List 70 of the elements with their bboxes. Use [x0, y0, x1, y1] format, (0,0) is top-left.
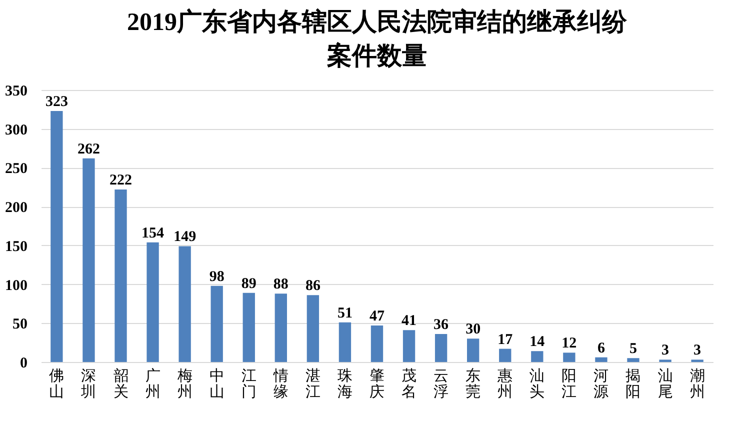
- x-tick-label: 潮州: [690, 368, 705, 400]
- x-tick-label: 茂名: [402, 368, 417, 400]
- y-tick-label: 350: [5, 84, 28, 100]
- bar: [82, 158, 95, 362]
- bar: [210, 286, 223, 362]
- bar: [178, 246, 191, 362]
- y-tick-label: 0: [20, 356, 28, 372]
- bar: [242, 292, 255, 362]
- data-label: 36: [434, 317, 450, 334]
- bar: [627, 358, 640, 362]
- data-label: 3: [694, 342, 702, 359]
- data-label: 88: [273, 276, 288, 293]
- data-label: 3: [662, 342, 670, 359]
- x-tick-label: 惠州: [496, 368, 513, 400]
- data-label: 262: [77, 141, 100, 158]
- x-tick-label: 湛江: [305, 368, 320, 400]
- y-tick-label: 100: [5, 278, 28, 294]
- data-label: 149: [174, 229, 196, 246]
- bar: [274, 294, 287, 362]
- x-tick-label: 江门: [241, 368, 256, 400]
- x-tick-label: 中山: [209, 368, 224, 400]
- data-label: 14: [530, 334, 546, 350]
- x-tick-label: 韶关: [113, 368, 128, 400]
- x-tick-label: 东莞: [466, 368, 481, 400]
- x-tick-label: 佛山: [49, 368, 64, 400]
- data-label: 154: [142, 225, 165, 242]
- x-tick-label: 深圳: [80, 368, 96, 400]
- x-tick-label: 梅州: [176, 368, 192, 400]
- y-tick-label: 200: [5, 200, 28, 216]
- bar: [499, 348, 512, 362]
- data-label: 6: [597, 340, 606, 356]
- y-tick-label: 50: [12, 316, 28, 333]
- data-label: 89: [241, 276, 256, 292]
- x-tick-label: 河源: [594, 368, 609, 400]
- x-tick-label: 阳江: [562, 368, 577, 400]
- bar: [595, 357, 608, 362]
- x-tick-label: 珠海: [337, 368, 352, 400]
- bar: [50, 110, 63, 362]
- x-tick-label: 汕尾: [658, 368, 673, 400]
- bar: [531, 351, 544, 362]
- x-tick-label: 肇庆: [370, 368, 384, 400]
- x-tick-label: 汕头: [530, 368, 545, 400]
- data-label: 51: [337, 305, 352, 322]
- bar: [402, 330, 416, 362]
- data-label: 5: [629, 341, 637, 358]
- bar: [467, 338, 480, 362]
- data-label: 222: [110, 172, 132, 188]
- data-label: 98: [209, 268, 224, 285]
- data-label: 86: [305, 278, 321, 294]
- y-tick-label: 150: [5, 238, 28, 255]
- chart-title: 2019广东省内各辖区人民法院审结的继承纠纷案件数量: [127, 8, 628, 70]
- data-label: 17: [498, 332, 514, 348]
- x-tick-label: 云浮: [434, 368, 449, 400]
- bar: [338, 322, 352, 362]
- bar: [146, 242, 159, 362]
- bar: [114, 189, 127, 362]
- bar: [563, 352, 576, 362]
- y-tick-label: 300: [5, 122, 28, 138]
- data-label: 47: [370, 308, 385, 324]
- x-tick-label: 情缘: [272, 368, 288, 400]
- x-tick-label: 广州: [145, 368, 160, 400]
- data-label: 323: [45, 94, 68, 110]
- x-tick-label: 揭阳: [626, 368, 641, 400]
- y-tick-label: 250: [5, 161, 28, 178]
- data-label: 41: [402, 313, 417, 330]
- bar: [306, 295, 320, 362]
- bar: [434, 334, 448, 362]
- data-label: 30: [466, 322, 481, 338]
- data-label: 12: [562, 336, 577, 352]
- bar: [370, 325, 384, 362]
